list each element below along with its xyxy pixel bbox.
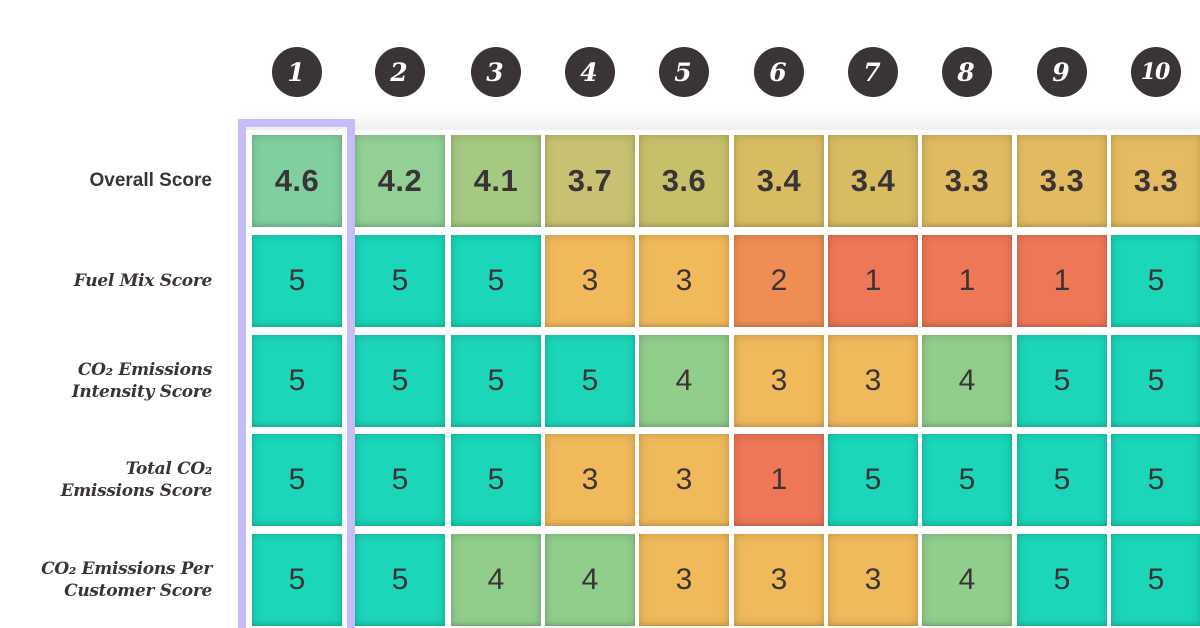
score-cell: 4 — [922, 335, 1012, 427]
row-label-text: Overall Score — [89, 170, 212, 192]
score-cell: 5 — [545, 335, 635, 427]
score-cell: 3 — [639, 434, 729, 526]
score-cell: 3.4 — [734, 135, 824, 227]
score-cell: 5 — [1111, 235, 1200, 327]
rank-badge: 4 — [565, 47, 615, 97]
score-cell: 1 — [1017, 235, 1107, 327]
row-label: Fuel Mix Score — [0, 235, 213, 327]
rank-badge: 10 — [1131, 47, 1181, 97]
row-label-line: CO₂ Emissions Per — [41, 559, 212, 579]
score-cell: 5 — [1111, 434, 1200, 526]
score-cell: 3 — [828, 534, 918, 626]
score-cell: 3.3 — [1111, 135, 1200, 227]
score-cell: 3 — [734, 534, 824, 626]
score-cell: 2 — [734, 235, 824, 327]
score-cell: 1 — [828, 235, 918, 327]
score-cell: 1 — [922, 235, 1012, 327]
row-label: CO₂ Emissions Per Customer Score — [0, 534, 212, 626]
score-cell: 5 — [828, 434, 918, 526]
score-cell: 3.3 — [1017, 135, 1107, 227]
score-cell: 5 — [451, 434, 541, 526]
score-cell: 3.4 — [828, 135, 918, 227]
row-label: Total CO₂ Emissions Score — [0, 434, 213, 526]
rank-badge: 5 — [659, 47, 709, 97]
score-cell: 5 — [1111, 534, 1200, 626]
score-cell: 3.3 — [922, 135, 1012, 227]
score-cell: 5 — [451, 335, 541, 427]
row-label-line: Emissions Score — [60, 481, 213, 501]
score-cell: 5 — [355, 235, 445, 327]
score-cell: 3 — [734, 335, 824, 427]
score-cell: 5 — [1017, 434, 1107, 526]
rank-badge: 6 — [754, 47, 804, 97]
score-cell: 5 — [1017, 335, 1107, 427]
score-cell: 4 — [545, 534, 635, 626]
score-cell: 3 — [639, 534, 729, 626]
rank-badge: 1 — [272, 47, 322, 97]
score-cell: 5 — [1111, 335, 1200, 427]
score-cell: 4.2 — [355, 135, 445, 227]
score-cell: 4.6 — [252, 135, 342, 227]
score-cell: 5 — [252, 335, 342, 427]
score-cell: 3 — [639, 235, 729, 327]
header-shadow — [240, 110, 1200, 130]
score-cell: 4 — [639, 335, 729, 427]
row-label-line: Total CO₂ — [125, 459, 213, 479]
row-label-line: Intensity Score — [71, 382, 213, 402]
score-cell: 3 — [828, 335, 918, 427]
score-cell: 5 — [252, 235, 342, 327]
rank-badge: 8 — [942, 47, 992, 97]
score-cell: 3 — [545, 434, 635, 526]
row-label-line: CO₂ Emissions — [77, 360, 212, 380]
row-label-text: CO₂ Emissions Intensity Score — [71, 359, 213, 403]
row-label: Overall Score — [0, 135, 212, 227]
row-label-text: Fuel Mix Score — [73, 270, 213, 292]
score-cell: 4 — [922, 534, 1012, 626]
rank-badge: 9 — [1037, 47, 1087, 97]
row-label-line: Fuel Mix Score — [73, 271, 213, 291]
score-cell: 5 — [355, 434, 445, 526]
rank-badge: 2 — [375, 47, 425, 97]
score-cell: 3.6 — [639, 135, 729, 227]
score-cell: 1 — [734, 434, 824, 526]
row-label-line: Overall Score — [89, 170, 212, 191]
score-cell: 5 — [451, 235, 541, 327]
rank-badge: 3 — [471, 47, 521, 97]
score-cell: 5 — [252, 434, 342, 526]
score-cell: 3 — [545, 235, 635, 327]
score-cell: 4.1 — [451, 135, 541, 227]
score-cell: 5 — [355, 335, 445, 427]
row-label-text: CO₂ Emissions Per Customer Score — [41, 558, 212, 602]
score-cell: 4 — [451, 534, 541, 626]
row-label-line: Customer Score — [64, 581, 212, 601]
score-cell: 5 — [252, 534, 342, 626]
score-cell: 5 — [1017, 534, 1107, 626]
score-cell: 5 — [355, 534, 445, 626]
score-cell: 5 — [922, 434, 1012, 526]
row-label: CO₂ Emissions Intensity Score — [0, 335, 213, 427]
row-label-text: Total CO₂ Emissions Score — [60, 458, 213, 502]
score-cell: 3.7 — [545, 135, 635, 227]
rank-badge: 7 — [848, 47, 898, 97]
